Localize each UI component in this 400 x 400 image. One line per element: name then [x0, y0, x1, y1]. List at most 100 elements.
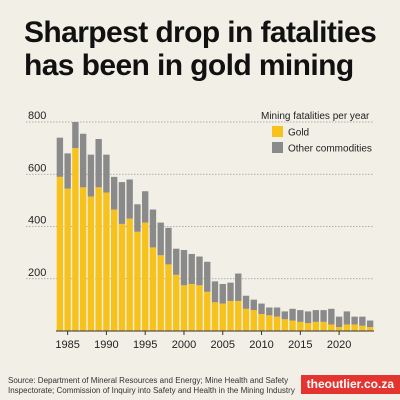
bar-gold-1997 [157, 255, 164, 331]
bar-gold-2010 [258, 314, 265, 331]
bar-other-2010 [258, 303, 265, 315]
bar-gold-1985 [64, 188, 71, 331]
ytick-label-400: 400 [28, 215, 46, 227]
bar-gold-1993 [126, 218, 133, 331]
bar-other-2007 [235, 273, 242, 301]
xtick-label-2020: 2020 [327, 339, 351, 351]
legend-label-1: Other commodities [288, 144, 372, 155]
legend-swatch-1 [272, 142, 283, 153]
bar-other-1994 [134, 204, 141, 232]
xtick-label-2015: 2015 [288, 339, 312, 351]
brand-badge[interactable]: theoutlier.co.za [300, 375, 400, 394]
bar-gold-1991 [110, 209, 118, 331]
bar-other-2023 [359, 316, 366, 326]
bar-other-1985 [64, 153, 71, 189]
legend-title: Mining fatalities per year [261, 111, 370, 122]
bar-other-1996 [149, 209, 157, 248]
legend-label-0: Gold [288, 128, 309, 139]
bar-other-2024 [366, 320, 374, 328]
bar-gold-2016 [304, 323, 312, 331]
bar-other-1993 [126, 179, 133, 219]
bar-other-2011 [266, 307, 273, 316]
bar-other-2008 [242, 295, 250, 309]
source-note: Source: Department of Mineral Resources … [8, 376, 295, 395]
bar-other-2021 [343, 311, 351, 325]
bar-gold-2002 [196, 285, 203, 331]
title-line-2: has been in gold mining [24, 49, 354, 82]
bar-gold-1999 [173, 274, 180, 331]
bar-gold-2013 [281, 319, 288, 331]
bar-gold-2011 [266, 315, 273, 331]
bar-gold-2008 [242, 308, 250, 331]
bar-other-2005 [219, 283, 226, 304]
chart-title: Sharpest drop in fatalities has been in … [24, 16, 384, 82]
bar-gold-2004 [211, 302, 219, 331]
xtick-label-1990: 1990 [94, 339, 118, 351]
bar-gold-1984 [56, 176, 64, 331]
bar-other-2020 [335, 316, 343, 328]
bar-other-1988 [87, 154, 95, 197]
bar-other-2003 [204, 261, 211, 292]
bar-other-1998 [165, 227, 172, 265]
bar-gold-1998 [165, 264, 172, 331]
bar-other-1999 [173, 248, 180, 275]
bar-gold-2017 [312, 321, 320, 331]
bar-gold-2023 [359, 325, 366, 331]
bar-gold-1990 [103, 192, 110, 331]
bar-gold-1994 [134, 231, 141, 331]
bar-other-2014 [289, 308, 296, 321]
bar-gold-1988 [87, 196, 95, 331]
bar-gold-1996 [149, 247, 157, 331]
bar-other-2013 [281, 311, 288, 320]
bar-other-2000 [180, 250, 188, 286]
bar-other-2012 [273, 307, 281, 317]
bar-other-2022 [351, 316, 358, 325]
bar-gold-1989 [95, 187, 102, 331]
bar-other-2001 [188, 253, 195, 284]
bar-gold-2014 [289, 320, 296, 331]
bar-gold-2009 [250, 310, 257, 331]
bar-other-2006 [227, 282, 234, 301]
bar-gold-2003 [204, 291, 211, 331]
bar-gold-2021 [343, 324, 351, 331]
bar-gold-2012 [273, 316, 281, 331]
bar-other-2009 [250, 299, 257, 311]
title-line-1: Sharpest drop in fatalities [24, 16, 377, 49]
bar-gold-1987 [79, 187, 87, 331]
legend: Mining fatalities per year Gold Other comm… [261, 111, 372, 155]
bar-gold-2001 [188, 283, 195, 331]
bar-other-1995 [142, 191, 149, 223]
bar-gold-2019 [328, 324, 335, 331]
bar-gold-2007 [235, 300, 242, 331]
bar-gold-1992 [118, 223, 126, 331]
legend-swatch-0 [272, 126, 283, 137]
bar-gold-2022 [351, 324, 358, 331]
xtick-label-1985: 1985 [55, 339, 79, 351]
bar-other-2019 [328, 308, 335, 325]
bar-other-2018 [320, 310, 327, 322]
bar-other-2016 [304, 311, 312, 324]
ytick-label-600: 600 [28, 162, 46, 174]
bar-other-1987 [79, 133, 87, 188]
xtick-label-1995: 1995 [133, 339, 157, 351]
ytick-label-200: 200 [28, 267, 46, 279]
bar-other-1984 [56, 137, 64, 177]
bar-other-2002 [196, 256, 203, 286]
bar-gold-2015 [297, 321, 304, 331]
bars [56, 122, 374, 331]
bar-gold-1995 [142, 222, 149, 331]
bar-other-2004 [211, 281, 219, 303]
bar-other-1989 [95, 138, 102, 188]
ytick-label-800: 800 [28, 110, 46, 122]
bar-other-2017 [312, 310, 320, 322]
bar-other-1992 [118, 182, 126, 224]
xtick-label-2010: 2010 [249, 339, 273, 351]
bar-gold-2020 [335, 327, 343, 331]
bar-gold-2005 [219, 303, 226, 331]
bar-other-1991 [110, 176, 118, 210]
bar-gold-2018 [320, 321, 327, 331]
bar-other-1986 [72, 122, 79, 149]
bar-other-2015 [297, 310, 304, 322]
bar-gold-2024 [366, 327, 374, 331]
axes: 200 400 600 800 1985 1990 1995 2000 2005 2010 2015… [28, 110, 374, 351]
